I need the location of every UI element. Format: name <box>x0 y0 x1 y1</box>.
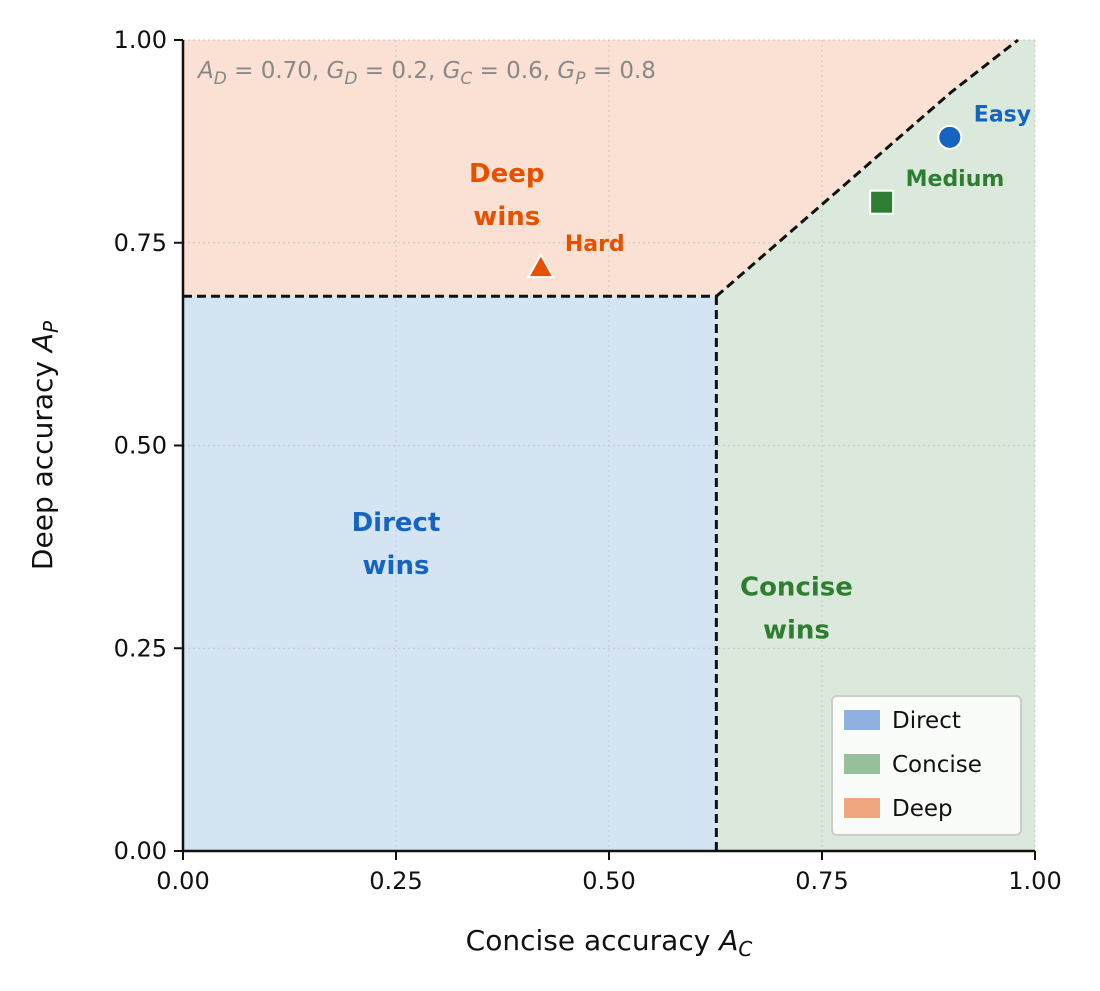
point-easy-label: Easy <box>974 102 1031 127</box>
x-tick-label: 0.00 <box>156 867 209 895</box>
x-tick-label: 0.50 <box>582 867 635 895</box>
point-easy <box>937 124 963 150</box>
y-tick-label: 0.75 <box>114 229 167 257</box>
region-concise <box>716 40 1035 851</box>
x-axis-title: Concise accuracy AC <box>466 924 753 961</box>
y-tick-label: 0.25 <box>114 634 167 662</box>
x-tick-label: 1.00 <box>1008 867 1061 895</box>
region-label-concise: Concise wins <box>740 573 853 646</box>
point-medium <box>869 189 895 215</box>
legend: Direct Concise Deep <box>831 695 1022 836</box>
axes-layer: 0.00 0.25 0.50 0.75 1.00 0.00 0.25 0.50 0.75 1.00… <box>26 26 1062 961</box>
regions-layer <box>183 40 1035 851</box>
point-medium-label: Medium <box>906 167 1005 192</box>
legend-swatch-concise <box>844 754 880 774</box>
region-label-deep: Deep wins <box>469 159 544 232</box>
legend-swatch-direct <box>844 710 880 730</box>
region-label-direct: Direct wins <box>352 508 441 581</box>
region-deep <box>183 40 1018 297</box>
y-tick-label: 1.00 <box>114 26 167 54</box>
boundary-layer <box>183 38 1019 851</box>
y-tick-label: 0.50 <box>114 432 167 460</box>
x-tick-label: 0.25 <box>369 867 422 895</box>
points-layer: Easy Medium Hard <box>526 102 1031 279</box>
y-tick-label: 0.00 <box>114 837 167 865</box>
legend-label-concise: Concise <box>892 752 982 778</box>
point-hard-label: Hard <box>565 232 625 257</box>
labels-layer: AD = 0.70, GD = 0.2, GC = 0.6, GP = 0.8 D… <box>196 58 853 646</box>
legend-swatch-deep <box>844 798 880 818</box>
legend-label-deep: Deep <box>892 796 953 822</box>
boundary-concise-deep <box>715 38 1019 298</box>
y-axis-title: Deep accuracy AP <box>26 320 63 570</box>
region-direct <box>183 296 717 851</box>
parameter-annotation: AD = 0.70, GD = 0.2, GC = 0.6, GP = 0.8 <box>196 58 656 89</box>
legend-label-direct: Direct <box>892 708 961 734</box>
point-hard <box>526 252 556 279</box>
x-tick-label: 0.75 <box>795 867 848 895</box>
